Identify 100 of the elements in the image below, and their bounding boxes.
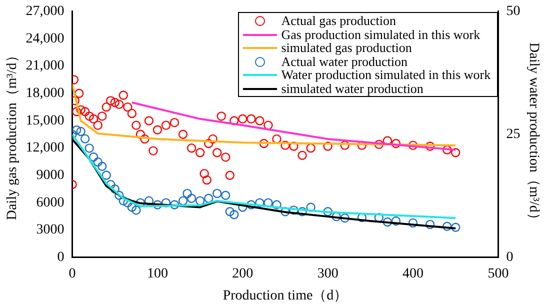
point: [132, 120, 141, 130]
point: [225, 207, 234, 216]
point: [323, 142, 332, 151]
point: [332, 212, 341, 222]
point: [442, 222, 452, 232]
point: [93, 120, 102, 130]
point: [216, 112, 226, 121]
y-tick-label: 0: [57, 250, 64, 266]
point: [152, 125, 162, 134]
point: [127, 202, 137, 212]
point: [340, 140, 350, 150]
point: [238, 114, 248, 124]
x-tick-label: 500: [488, 266, 509, 282]
point: [195, 196, 205, 206]
point: [204, 194, 214, 203]
point: [88, 152, 98, 162]
point: [340, 213, 350, 223]
point: [408, 140, 418, 150]
point: [127, 108, 137, 118]
point: [170, 200, 180, 210]
point: [140, 134, 150, 144]
point: [289, 206, 298, 215]
point: [425, 142, 435, 151]
y2-tick-label: 50: [506, 4, 520, 20]
point: [230, 210, 239, 220]
point: [246, 200, 256, 210]
y-tick-label: 27,000: [26, 4, 64, 20]
point: [202, 175, 212, 185]
point: [306, 143, 316, 153]
legend-label: Gas production simulated in this work: [281, 26, 480, 42]
point: [136, 198, 146, 208]
point: [425, 220, 435, 230]
point: [110, 98, 120, 108]
point: [72, 125, 82, 135]
point: [110, 184, 120, 194]
point: [84, 112, 94, 121]
point: [178, 196, 188, 206]
point: [161, 120, 171, 130]
point: [391, 138, 401, 148]
point: [102, 102, 111, 112]
point: [178, 130, 188, 139]
point: [408, 218, 418, 228]
point: [272, 200, 282, 210]
point: [280, 207, 290, 216]
x-tick-label: 0: [68, 266, 76, 282]
y-tick-label: 9000: [36, 168, 64, 184]
point: [451, 222, 460, 232]
point: [80, 134, 90, 144]
point: [74, 88, 84, 98]
x-axis-title: Production time（d）: [222, 288, 348, 304]
point: [212, 148, 222, 158]
point: [374, 140, 384, 150]
point: [225, 170, 234, 180]
point: [123, 102, 132, 112]
x-tick-label: 100: [146, 266, 168, 282]
point: [123, 198, 132, 208]
point: [255, 198, 264, 208]
point: [136, 130, 146, 139]
y-tick-label: 3000: [36, 222, 64, 238]
point: [221, 190, 230, 200]
y-tick-label: 21,000: [26, 58, 64, 74]
point: [246, 114, 256, 124]
legend-label: Actual gas production: [281, 13, 396, 28]
point: [289, 142, 298, 151]
point: [98, 162, 107, 171]
point: [204, 138, 214, 148]
y-tick-label: 12,000: [26, 140, 64, 156]
point: [280, 140, 290, 150]
point: [442, 145, 452, 154]
point: [200, 168, 209, 178]
point: [132, 206, 141, 215]
y2-axis-title: Daily water production（m³/d）: [526, 42, 541, 226]
point: [114, 190, 124, 200]
y2-tick-label: 25: [506, 127, 520, 142]
point: [382, 217, 392, 227]
point: [144, 116, 154, 126]
point: [84, 144, 94, 153]
point: [76, 105, 86, 114]
point: [374, 212, 384, 222]
point: [195, 148, 205, 158]
point: [106, 96, 116, 106]
point: [98, 112, 107, 121]
point: [88, 114, 98, 124]
point: [306, 202, 316, 212]
point: [182, 188, 192, 198]
point: [80, 107, 90, 116]
point: [212, 188, 222, 198]
point: [323, 207, 332, 216]
legend-label: simulated water production: [281, 80, 424, 96]
y-tick-label: 24,000: [26, 31, 64, 46]
point: [272, 134, 282, 144]
point: [451, 148, 460, 158]
y-tick-label: 15,000: [26, 113, 64, 128]
point: [102, 170, 111, 180]
point: [391, 216, 401, 226]
point: [208, 134, 218, 144]
point: [170, 118, 180, 128]
y2-tick-label: 0: [506, 250, 514, 266]
point: [118, 90, 128, 100]
point: [76, 126, 86, 136]
